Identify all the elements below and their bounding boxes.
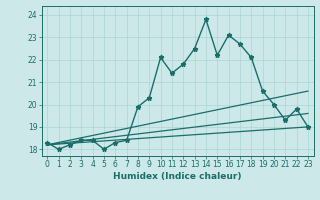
X-axis label: Humidex (Indice chaleur): Humidex (Indice chaleur) [113, 172, 242, 181]
